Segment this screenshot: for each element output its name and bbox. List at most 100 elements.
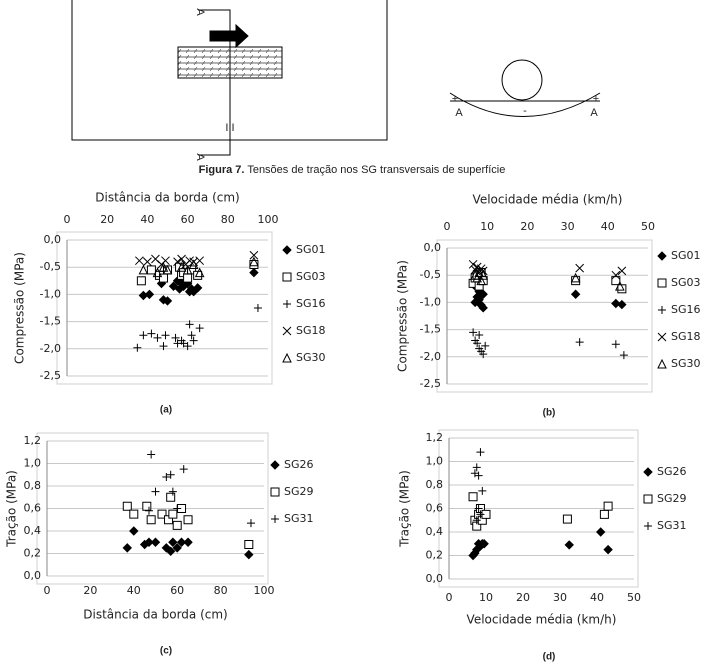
point: [151, 487, 160, 496]
x-tick-label: 80: [221, 213, 235, 226]
point: [122, 543, 132, 553]
point: [468, 259, 478, 269]
point: [129, 509, 139, 519]
point: [138, 264, 149, 275]
point: [564, 540, 574, 550]
y-tick-label: 0,6: [426, 502, 444, 515]
point: [478, 303, 488, 313]
point: [249, 267, 259, 278]
panel-label: (a): [160, 405, 172, 416]
point: [481, 341, 490, 350]
point: [470, 270, 480, 280]
point: [472, 272, 482, 283]
wheel: [501, 59, 543, 101]
point: [474, 504, 483, 513]
point: [133, 343, 142, 352]
point: [478, 486, 487, 495]
point: [168, 537, 178, 547]
point: [194, 267, 205, 278]
y-tick-label: 0,2: [24, 547, 42, 560]
point: [161, 331, 170, 340]
point: [599, 509, 609, 519]
legend-marker: [657, 358, 667, 369]
x-axis-title: Distância da borda (cm): [95, 191, 240, 205]
point: [472, 463, 481, 472]
x-tick-label: 0: [444, 220, 451, 233]
point: [166, 470, 175, 479]
legend-marker: [282, 352, 292, 363]
point: [173, 257, 182, 267]
x-tick-label: 60: [170, 584, 184, 597]
point: [166, 492, 176, 502]
plot-frame: [56, 231, 273, 385]
y-tick-label: 1,2: [24, 434, 42, 447]
point: [146, 265, 156, 275]
section-label: A: [590, 107, 598, 119]
legend-marker: [657, 251, 667, 261]
y-tick-label: 0,0: [424, 241, 442, 254]
legend-label: SG31: [657, 519, 687, 532]
x-axis-title: Distância da borda (cm): [83, 608, 228, 622]
y-tick-label: -0,5: [420, 268, 441, 281]
point: [171, 333, 180, 342]
legend-label: SG29: [657, 492, 687, 505]
point: [479, 539, 489, 549]
point: [478, 270, 488, 280]
point: [146, 515, 156, 525]
y-tick-label: 0,4: [426, 525, 444, 538]
y-tick-label: 1,0: [24, 457, 42, 470]
y-tick-label: 1,0: [426, 455, 444, 468]
y-tick-label: -1,0: [420, 295, 441, 308]
point: [570, 289, 581, 299]
point: [176, 537, 187, 547]
x-tick-label: 40: [140, 213, 154, 226]
cut-mark: I I: [225, 122, 234, 134]
point: [617, 266, 627, 276]
point: [157, 509, 167, 519]
legend-marker: [282, 272, 292, 282]
point: [183, 515, 193, 525]
y-tick-label: -0,5: [40, 260, 61, 273]
x-tick-label: 20: [516, 591, 530, 604]
point: [162, 473, 171, 481]
section-line: [198, 9, 231, 156]
x-axis-title: Velocidade média (km/h): [473, 193, 623, 207]
x-tick-label: 60: [181, 213, 195, 226]
point: [135, 256, 144, 266]
point: [136, 276, 146, 286]
plot-frame: [438, 429, 639, 588]
x-tick-label: 10: [479, 591, 493, 604]
point: [615, 280, 625, 291]
point: [195, 324, 204, 333]
point: [193, 270, 203, 280]
stress-sign: -: [523, 105, 527, 117]
x-tick-label: 0: [44, 584, 51, 597]
point: [195, 256, 205, 266]
x-tick-label: 100: [258, 213, 279, 226]
point: [472, 516, 481, 525]
point: [144, 506, 153, 515]
point: [172, 543, 182, 553]
point: [192, 283, 203, 293]
point: [183, 342, 192, 351]
legend-label: SG16: [671, 303, 701, 316]
legend-marker: [271, 515, 279, 523]
point: [595, 527, 606, 537]
legend-marker: [270, 487, 280, 497]
legend-label: SG30: [671, 357, 701, 370]
point: [468, 492, 478, 502]
y-axis-title: Tração (MPa): [398, 470, 412, 548]
point: [172, 520, 182, 530]
point: [187, 331, 196, 340]
point: [244, 540, 254, 549]
point: [142, 501, 152, 511]
panel-label: (b): [543, 408, 556, 419]
legend-label: SG26: [657, 465, 687, 478]
point: [152, 267, 163, 278]
point: [183, 537, 193, 547]
legend-label: SG29: [284, 485, 314, 498]
point: [168, 487, 177, 496]
deflection-curve: [449, 92, 601, 117]
point: [143, 257, 152, 267]
